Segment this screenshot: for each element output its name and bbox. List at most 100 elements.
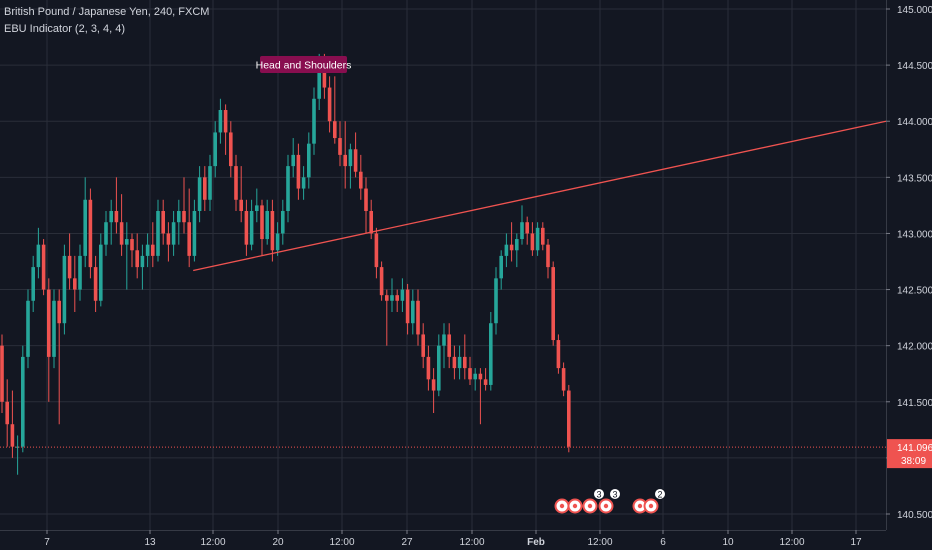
- event-count: 3: [596, 490, 601, 500]
- candle-body: [26, 300, 30, 357]
- price-tick-label: 142.500: [897, 286, 932, 297]
- candle-body: [52, 300, 56, 357]
- candle-body: [10, 424, 15, 447]
- candle-body: [317, 65, 321, 99]
- candle-body: [223, 110, 228, 133]
- candle-body: [296, 154, 301, 189]
- event-dot: [648, 503, 654, 509]
- candle-body: [489, 323, 493, 385]
- price-tick-label: 143.000: [897, 229, 932, 240]
- event-marker[interactable]: 3: [582, 488, 605, 514]
- candle-body: [114, 211, 119, 223]
- candle-body: [104, 222, 108, 245]
- candle-body: [530, 233, 535, 251]
- candle-body: [478, 373, 483, 380]
- event-count-bubble: [593, 488, 605, 500]
- price-tick-label: 142.000: [897, 342, 932, 353]
- candle-body: [385, 295, 389, 301]
- event-marker[interactable]: 2: [643, 488, 666, 514]
- neckline-trendline[interactable]: [193, 120, 887, 272]
- time-tick-label: 6: [660, 537, 666, 548]
- candle-body: [62, 255, 67, 324]
- time-tick-label: 10: [722, 537, 734, 548]
- candle-body: [255, 205, 259, 211]
- candle-body: [182, 211, 186, 223]
- candle-body: [15, 446, 20, 448]
- candle-body: [135, 250, 139, 268]
- price-tick-label: 143.500: [897, 173, 932, 184]
- event-dot: [559, 503, 565, 509]
- candle-body: [83, 199, 87, 256]
- event-dot: [572, 503, 578, 509]
- event-dot: [587, 503, 593, 509]
- candle-body: [556, 340, 561, 369]
- candle-body: [483, 379, 488, 385]
- candle-body: [525, 222, 529, 234]
- candle-body: [281, 211, 285, 234]
- candle-body: [140, 255, 145, 268]
- event-markers[interactable]: 3 3 2: [554, 488, 666, 514]
- candle-body: [249, 211, 254, 245]
- symbol-title: British Pound / Japanese Yen, 240, FXCM: [4, 6, 210, 18]
- candle-body: [515, 239, 519, 251]
- candle-body: [509, 244, 514, 251]
- event-marker[interactable]: 3: [598, 488, 621, 514]
- time-tick-label: 27: [401, 537, 413, 548]
- candle-body: [307, 143, 311, 178]
- candle-body: [457, 356, 462, 369]
- candle-body: [364, 188, 368, 211]
- time-tick-label: 12:00: [200, 537, 225, 548]
- event-marker[interactable]: [554, 498, 570, 514]
- time-tick-label: 12:00: [329, 537, 354, 548]
- candle-body: [145, 244, 150, 256]
- event-marker[interactable]: [567, 498, 583, 514]
- candle-body: [275, 233, 280, 251]
- candle-body: [343, 154, 347, 167]
- candle-body: [47, 289, 51, 357]
- indicator-title: EBU Indicator (2, 3, 4, 4): [4, 23, 126, 35]
- candle-body: [31, 267, 35, 301]
- candle-body: [567, 390, 571, 447]
- candle-body: [41, 244, 46, 290]
- candle-body: [535, 227, 540, 251]
- candle-body: [473, 373, 477, 380]
- head-shoulders-label[interactable]: Head and Shoulders: [256, 56, 352, 73]
- candle-body: [301, 177, 306, 189]
- candle-body: [468, 368, 472, 380]
- candle-body: [421, 334, 425, 357]
- candle-body: [130, 239, 134, 251]
- candle-body: [171, 222, 176, 245]
- price-tick-label: 140.500: [897, 510, 932, 521]
- event-count-bubble: [654, 488, 666, 500]
- candle-body: [416, 300, 420, 335]
- grid-horizontal: [0, 8, 886, 515]
- candle-body: [348, 149, 353, 167]
- time-tick-label: 12:00: [587, 537, 612, 548]
- candle-body: [244, 211, 249, 245]
- candle-body: [0, 345, 4, 402]
- price-tick-label: 144.000: [897, 117, 932, 128]
- candle-body: [187, 222, 191, 256]
- candle-body: [161, 211, 165, 234]
- event-count-bubble: [609, 488, 621, 500]
- candle-body: [88, 199, 93, 268]
- price-tick-label: 141.500: [897, 398, 932, 409]
- time-tick-label: 20: [272, 537, 284, 548]
- candle-body: [67, 255, 72, 279]
- candle-body: [218, 110, 223, 133]
- time-tick-label: 17: [850, 537, 862, 548]
- time-tick-label: 13: [144, 537, 156, 548]
- candles: [0, 53, 571, 475]
- candle-body: [270, 211, 275, 251]
- candle-body: [437, 345, 441, 391]
- candle-body: [561, 368, 566, 391]
- candle-body: [359, 171, 363, 189]
- candle-body: [203, 177, 207, 200]
- last-price-value: 141.096: [897, 443, 932, 454]
- candle-body: [442, 334, 446, 346]
- candle-body: [93, 267, 98, 301]
- event-count: 3: [612, 490, 617, 500]
- label-text: Head and Shoulders: [256, 60, 352, 72]
